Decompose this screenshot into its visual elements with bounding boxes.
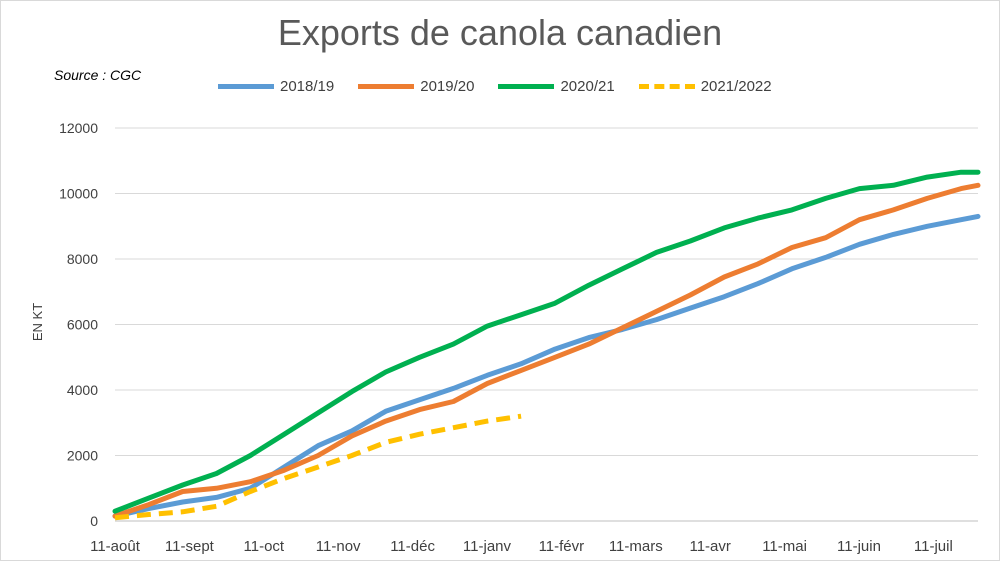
legend-swatch (218, 84, 274, 89)
legend-swatch (358, 84, 415, 89)
x-tick-label: 11-mai (762, 538, 807, 555)
source-note: Source : CGC (54, 67, 142, 83)
legend-swatch (498, 84, 555, 89)
x-tick-label: 11-sept (165, 538, 215, 555)
x-tick-label: 11-févr (539, 538, 585, 555)
legend-label: 2018/19 (280, 78, 335, 95)
legend-label: 2020/21 (560, 78, 615, 95)
y-tick-label: 8000 (67, 251, 98, 267)
y-tick-label: 10000 (59, 186, 98, 202)
series-line-2019-20 (112, 182, 981, 519)
y-tick-label: 12000 (59, 120, 98, 136)
legend-item: 2018/19 (218, 78, 334, 95)
x-tick-label: 11-janv (463, 538, 512, 555)
legend-item: 2021/2022 (638, 78, 772, 95)
axes: 0 2000 4000 6000 8000 10000 12000 11-août 11-sep… (59, 120, 953, 555)
series-lines (112, 169, 981, 521)
chart-title: Exports de canola canadien (277, 12, 723, 53)
legend-item: 2019/20 (358, 78, 474, 95)
y-tick-label: 0 (90, 513, 98, 529)
legend-label: 2021/2022 (700, 78, 772, 95)
gridlines (115, 127, 978, 522)
y-tick-label: 4000 (67, 382, 98, 398)
y-axis-title: EN KT (30, 303, 45, 341)
legend-item: 2020/21 (498, 78, 615, 95)
x-tick-label: 11-avr (689, 538, 730, 555)
x-tick-label: 11-mars (609, 538, 663, 555)
legend: 2018/19 2019/20 2020/21 2021/2022 (218, 78, 796, 95)
x-tick-label: 11-août (90, 538, 141, 555)
series-line-2021-2022 (114, 413, 522, 521)
y-tick-label: 6000 (67, 317, 98, 333)
x-tick-label: 11-nov (316, 538, 361, 555)
x-tick-label: 11-déc (390, 538, 435, 555)
x-tick-label: 11-juin (837, 538, 881, 555)
legend-label: 2019/20 (420, 78, 475, 95)
series-line-2020-21 (112, 169, 981, 514)
series-line-2018-19 (112, 213, 981, 519)
x-tick-label: 11-juil (914, 538, 953, 555)
y-tick-label: 2000 (67, 448, 98, 464)
legend-swatch (638, 84, 695, 89)
x-tick-label: 11-oct (244, 538, 285, 555)
